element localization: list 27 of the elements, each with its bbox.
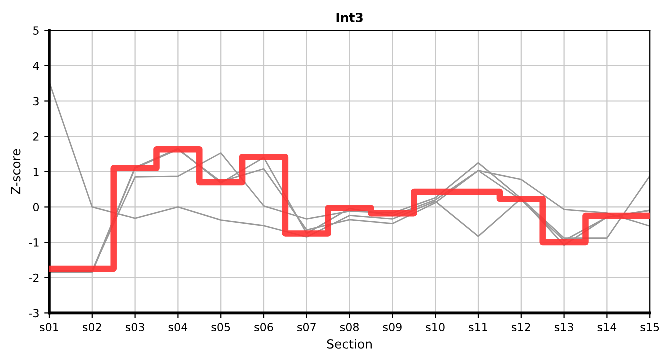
y-tick-label: -3: [29, 309, 39, 318]
y-tick-label: 0: [33, 203, 40, 212]
x-tick-label: s14: [598, 323, 617, 332]
x-tick-label: s11: [469, 323, 488, 332]
x-tick-label: s02: [83, 323, 102, 332]
x-tick-label: s09: [383, 323, 402, 332]
x-tick-label: s15: [640, 323, 660, 332]
y-tick-label: 5: [34, 26, 39, 35]
x-tick-label: s13: [554, 323, 574, 332]
y-tick-label: -2: [29, 274, 39, 282]
x-tick-label: s10: [426, 323, 445, 332]
y-tick-label: 3: [34, 97, 39, 106]
x-tick-label: s04: [168, 323, 188, 332]
y-tick-label: 4: [33, 62, 40, 70]
x-tick-label: s05: [212, 323, 230, 332]
x-axis-title: Section: [327, 339, 372, 349]
y-axis-title: Z-score: [11, 149, 21, 195]
x-tick-label: s07: [298, 323, 316, 332]
x-tick-label: s03: [126, 323, 144, 332]
y-tick-label: 2: [34, 132, 39, 141]
chart-title: Int3: [336, 12, 363, 22]
y-tick-label: 1: [34, 168, 39, 176]
x-tick-label: s12: [512, 323, 530, 332]
x-tick-label: s06: [254, 323, 274, 332]
y-tick-label: -1: [29, 238, 39, 247]
x-tick-label: s08: [340, 323, 360, 332]
x-tick-label: s01: [40, 323, 58, 332]
